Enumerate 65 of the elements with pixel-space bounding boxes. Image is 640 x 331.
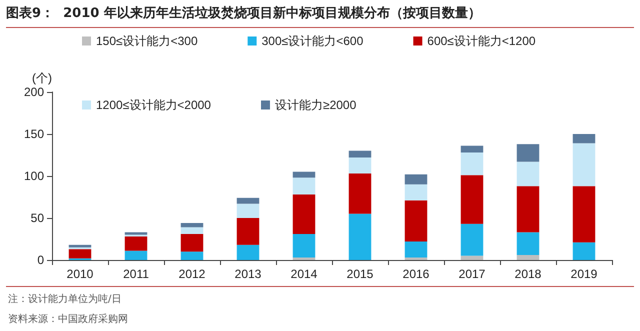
x-tick-label: 2015 — [346, 267, 374, 281]
x-tick-label: 2019 — [570, 267, 598, 281]
bar — [180, 252, 204, 260]
legend-label: 150≤设计能力<300 — [96, 34, 198, 48]
bar — [460, 152, 484, 176]
bar — [348, 150, 372, 158]
bar — [572, 134, 596, 144]
bar — [68, 244, 92, 248]
legend-label: 设计能力≥2000 — [274, 98, 357, 112]
y-tick-label: 100 — [24, 169, 44, 183]
y-axis-title: (个) — [32, 71, 52, 85]
y-tick-label: 50 — [30, 211, 44, 225]
bar — [292, 172, 316, 178]
bar — [404, 184, 428, 200]
bar — [572, 143, 596, 186]
text: 注：设计能力单位为吨/日 — [8, 292, 122, 307]
bar — [348, 214, 372, 260]
bar — [460, 146, 484, 152]
bar — [404, 200, 428, 242]
x-tick-label: 2011 — [123, 267, 150, 281]
bar — [516, 254, 540, 260]
bar — [124, 236, 148, 251]
text: 资料来源：中国政府采购网 — [8, 312, 128, 327]
x-tick-label: 2014 — [290, 267, 318, 281]
bar — [292, 178, 316, 194]
legend-label: 1200≤设计能力<2000 — [96, 98, 212, 112]
bar — [180, 234, 204, 252]
bar — [68, 249, 92, 258]
x-tick-label: 2012 — [178, 267, 206, 281]
y-tick-label: 150 — [24, 127, 44, 141]
bar — [124, 250, 148, 260]
bar — [236, 218, 260, 245]
bar — [292, 194, 316, 234]
bar — [516, 232, 540, 255]
bar — [460, 256, 484, 260]
bar — [404, 174, 428, 184]
bar — [572, 186, 596, 242]
x-tick-label: 2010 — [66, 267, 94, 281]
bar — [404, 257, 428, 260]
x-tick-label: 2013 — [234, 267, 262, 281]
x-tick-label: 2016 — [402, 267, 430, 281]
legend-label: 300≤设计能力<600 — [262, 34, 364, 48]
bar — [348, 158, 372, 174]
bar — [292, 257, 316, 260]
y-tick-label: 0 — [37, 253, 44, 267]
chart-title: 图表9： 2010 年以来历年生活垃圾焚烧项目新中标项目规模分布（按项目数量） — [6, 4, 481, 22]
legend-label: 600≤设计能力<1200 — [427, 34, 536, 48]
x-tick-label: 2018 — [514, 267, 542, 281]
bar — [292, 234, 316, 258]
y-tick-label: 200 — [24, 85, 44, 99]
bar — [236, 198, 260, 204]
x-tick-label: 2017 — [458, 267, 486, 281]
bar — [180, 227, 204, 234]
bar — [404, 242, 428, 258]
bar — [236, 244, 260, 260]
bar — [572, 242, 596, 260]
bar — [180, 223, 204, 228]
bar — [516, 144, 540, 162]
bar — [516, 186, 540, 232]
bar — [516, 162, 540, 186]
bar — [348, 173, 372, 214]
bar — [460, 224, 484, 256]
bar — [236, 204, 260, 218]
bar — [124, 232, 148, 235]
bar — [460, 175, 484, 224]
